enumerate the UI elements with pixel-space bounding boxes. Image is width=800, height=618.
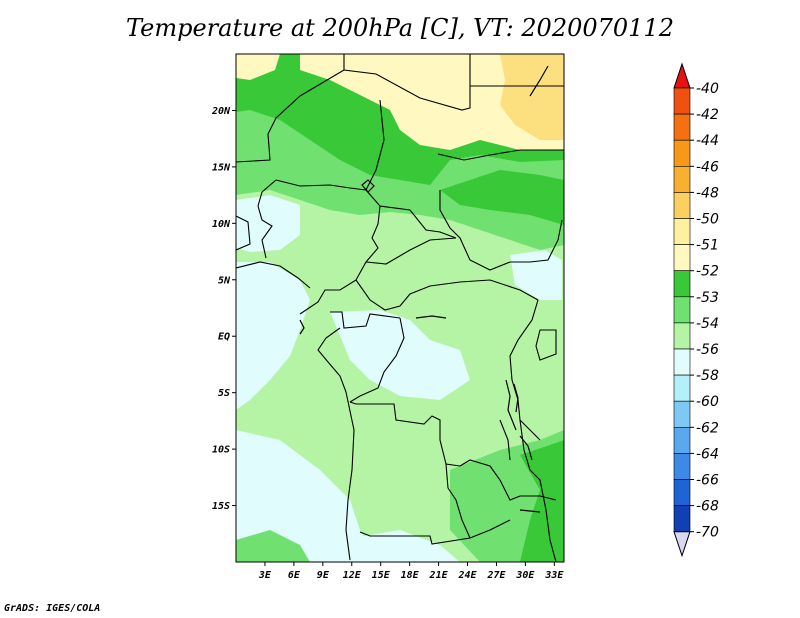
colorbar-label: -51 bbox=[696, 238, 719, 254]
lon-tick-label: 24E bbox=[457, 570, 477, 581]
colorbar-label: -70 bbox=[696, 525, 719, 541]
colorbar-swatch bbox=[673, 426, 691, 454]
colorbar-swatch bbox=[673, 270, 691, 298]
lon-tick-label: 33E bbox=[544, 570, 564, 581]
colorbar-label: -64 bbox=[696, 446, 719, 462]
colorbar-label: -42 bbox=[696, 107, 719, 123]
lon-tick-label: 12E bbox=[343, 570, 362, 581]
map-frame bbox=[235, 53, 565, 563]
longitude-axis: 3E 6E 9E 12E 15E 18E 21E 24E 27E 30E 33E bbox=[258, 562, 564, 581]
lon-tick-label: 6E bbox=[288, 570, 301, 581]
chart-title: Temperature at 200hPa [C], VT: 202007011… bbox=[126, 14, 674, 42]
colorbar-swatch bbox=[673, 453, 691, 480]
colorbar-swatch bbox=[673, 374, 691, 402]
colorbar-label: -53 bbox=[696, 290, 719, 306]
colorbar-label: -52 bbox=[696, 264, 719, 280]
colorbar-label: -50 bbox=[696, 212, 719, 228]
colorbar: -40 -42 -44 -46 -48 -50 -51 -52 -53 -54 -56 -58 -60 -… bbox=[673, 62, 719, 558]
colorbar-label: -44 bbox=[696, 133, 719, 149]
field-band-56-54-south bbox=[340, 530, 460, 562]
colorbar-swatch bbox=[673, 192, 691, 219]
colorbar-label: -56 bbox=[696, 342, 719, 358]
lon-tick-label: 18E bbox=[401, 570, 420, 581]
lat-tick-label: 10S bbox=[212, 445, 230, 456]
field-band-56-54-west bbox=[236, 262, 310, 410]
colorbar-swatch bbox=[673, 113, 691, 141]
field-band-56-54-southwest bbox=[236, 430, 380, 562]
lat-tick-label: 5N bbox=[218, 275, 231, 286]
colorbar-swatch bbox=[673, 400, 691, 428]
colorbar-top-triangle bbox=[673, 62, 691, 89]
colorbar-label: -46 bbox=[696, 159, 719, 175]
colorbar-swatch bbox=[673, 348, 691, 376]
colorbar-swatch bbox=[673, 244, 691, 272]
map-area bbox=[236, 54, 564, 562]
colorbar-label: -40 bbox=[696, 81, 719, 97]
colorbar-bottom-triangle bbox=[673, 531, 691, 558]
lakes bbox=[299, 65, 549, 513]
colorbar-swatch bbox=[673, 218, 691, 245]
lat-tick-label: 15N bbox=[212, 162, 231, 173]
lat-tick-label: 5S bbox=[218, 388, 230, 399]
lon-tick-label: 27E bbox=[486, 570, 506, 581]
lon-tick-label: 30E bbox=[515, 570, 535, 581]
colorbar-swatch bbox=[673, 166, 691, 193]
lat-tick-label: 20N bbox=[211, 106, 231, 117]
lon-tick-label: 3E bbox=[258, 570, 272, 581]
field-band-50-48 bbox=[500, 54, 564, 140]
colorbar-label: -62 bbox=[696, 420, 719, 436]
colorbar-label: -60 bbox=[696, 394, 719, 410]
field-band-56-54-congo bbox=[330, 310, 470, 400]
lat-tick-label: 15S bbox=[212, 501, 230, 512]
credit-label: GrADS: IGES/COLA bbox=[4, 603, 101, 614]
colorbar-label: -58 bbox=[696, 368, 719, 384]
colorbar-swatch bbox=[673, 505, 691, 533]
colorbar-swatch bbox=[673, 296, 691, 324]
field-band-53-52-southwest bbox=[236, 530, 310, 562]
colorbar-swatch bbox=[673, 139, 691, 167]
field-band-51-50-west bbox=[236, 54, 280, 80]
colorbar-label: -68 bbox=[696, 499, 719, 515]
colorbar-swatch bbox=[673, 87, 691, 115]
field-band-52-51-east bbox=[440, 170, 564, 225]
colorbar-swatch bbox=[673, 322, 691, 350]
lon-tick-label: 15E bbox=[372, 570, 391, 581]
country-borders bbox=[236, 54, 564, 562]
lon-tick-label: 9E bbox=[317, 570, 330, 581]
colorbar-label: -66 bbox=[696, 473, 719, 489]
colorbar-label: -48 bbox=[696, 185, 719, 201]
colorbar-label: -54 bbox=[696, 316, 719, 332]
lon-tick-label: 21E bbox=[429, 570, 449, 581]
colorbar-swatch bbox=[673, 479, 691, 506]
lat-tick-label: EQ bbox=[218, 332, 230, 343]
latitude-axis: 20N 15N 10N 5N EQ 5S 10S 15S bbox=[211, 106, 236, 512]
lat-tick-label: 10N bbox=[212, 219, 231, 230]
